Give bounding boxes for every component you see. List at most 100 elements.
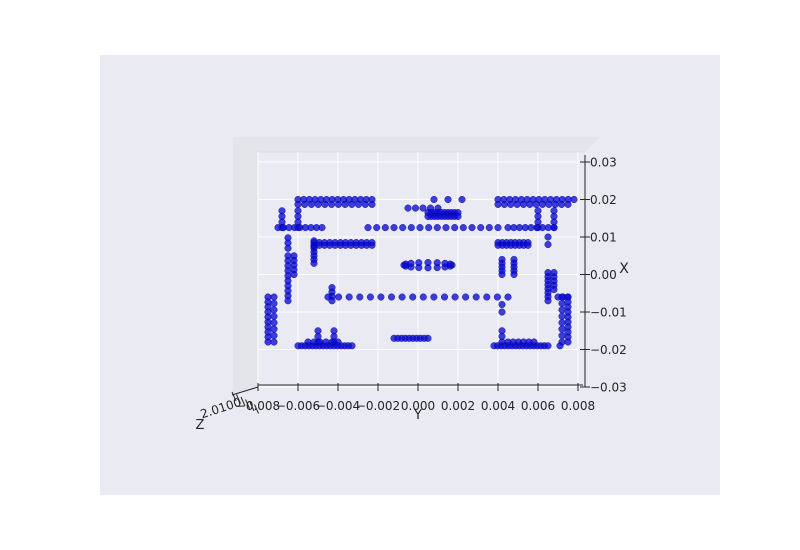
data-points xyxy=(264,195,578,350)
x-tick-label: 0.002 xyxy=(441,399,475,413)
data-point xyxy=(526,200,534,208)
data-point xyxy=(270,312,278,320)
data-point xyxy=(433,259,441,267)
data-point xyxy=(290,271,298,279)
data-point xyxy=(493,293,501,301)
data-point xyxy=(284,244,292,252)
data-point xyxy=(270,338,278,346)
data-point xyxy=(558,325,566,333)
data-point xyxy=(334,200,342,208)
data-point xyxy=(310,259,318,267)
data-point xyxy=(294,200,302,208)
data-point xyxy=(446,260,454,268)
data-point xyxy=(341,200,349,208)
z-tick xyxy=(249,401,255,412)
data-point xyxy=(270,306,278,314)
data-point xyxy=(304,338,312,346)
data-point xyxy=(570,195,578,203)
data-point xyxy=(550,224,558,232)
y-tick-label: −0.01 xyxy=(590,306,627,320)
data-point xyxy=(270,332,278,340)
data-point xyxy=(544,233,552,241)
z-axis-line xyxy=(231,386,259,396)
data-point xyxy=(409,293,417,301)
data-point xyxy=(314,200,322,208)
y-tick-label: 0.03 xyxy=(590,156,617,170)
data-point xyxy=(556,342,564,350)
data-point xyxy=(539,200,547,208)
data-point xyxy=(558,293,566,301)
y-tick-label: 0.01 xyxy=(590,231,617,245)
y-tick-label: 0.02 xyxy=(590,193,617,207)
z-tick xyxy=(254,404,259,414)
data-point xyxy=(316,338,324,346)
x-tick-label: 0.004 xyxy=(481,399,515,413)
z-tick xyxy=(236,394,241,404)
data-point xyxy=(485,224,493,232)
data-point xyxy=(564,200,572,208)
z-tick xyxy=(240,396,246,407)
y-tick-label: 0.00 xyxy=(590,268,617,282)
data-point xyxy=(328,200,336,208)
data-point xyxy=(530,338,538,346)
x-tick-label: −0.002 xyxy=(356,399,400,413)
z-axis-label: Z xyxy=(196,418,205,433)
data-point xyxy=(328,338,336,346)
x-tick-label: −0.006 xyxy=(276,399,320,413)
data-point xyxy=(270,299,278,307)
top-pane xyxy=(233,137,600,152)
data-point xyxy=(558,306,566,314)
data-point xyxy=(419,204,427,212)
data-point xyxy=(433,224,441,232)
data-point xyxy=(404,204,412,212)
data-point xyxy=(355,200,363,208)
data-point xyxy=(468,224,476,232)
data-point xyxy=(550,286,558,294)
data-point xyxy=(442,224,450,232)
x-tick-label: 0.000 xyxy=(401,399,435,413)
data-point xyxy=(364,224,372,232)
data-point xyxy=(264,338,272,346)
data-point xyxy=(348,200,356,208)
data-point xyxy=(524,241,532,249)
data-point xyxy=(558,299,566,307)
data-point xyxy=(425,224,433,232)
data-point xyxy=(520,200,528,208)
data-point xyxy=(335,293,343,301)
data-point xyxy=(301,200,309,208)
data-point xyxy=(270,319,278,327)
data-point xyxy=(459,224,467,232)
data-point xyxy=(366,293,374,301)
data-point xyxy=(321,200,329,208)
data-point xyxy=(424,334,432,342)
data-point xyxy=(284,297,292,305)
x-axis-label: Y xyxy=(413,408,422,423)
data-point xyxy=(513,200,521,208)
data-point xyxy=(532,200,540,208)
data-point xyxy=(454,212,462,220)
data-point xyxy=(308,200,316,208)
data-point xyxy=(558,200,566,208)
data-point xyxy=(270,325,278,333)
x-tick-label: 0.006 xyxy=(521,399,555,413)
data-point xyxy=(398,293,406,301)
data-point xyxy=(500,200,508,208)
data-point xyxy=(318,224,326,232)
data-point xyxy=(504,293,512,301)
y-tick-label: −0.02 xyxy=(590,343,627,357)
data-point xyxy=(477,224,485,232)
data-point xyxy=(498,271,506,279)
data-point xyxy=(510,271,518,279)
data-point xyxy=(451,293,459,301)
data-point xyxy=(361,200,369,208)
z-tick xyxy=(245,399,250,409)
data-point xyxy=(430,195,438,203)
data-point xyxy=(472,293,480,301)
data-point xyxy=(498,308,506,316)
data-point xyxy=(424,259,432,267)
data-point xyxy=(310,338,318,346)
left-pane xyxy=(233,137,258,395)
axes: −0.008−0.006−0.004−0.002 0.000 0.002 0.004 0… xyxy=(231,155,627,414)
data-point xyxy=(444,195,452,203)
